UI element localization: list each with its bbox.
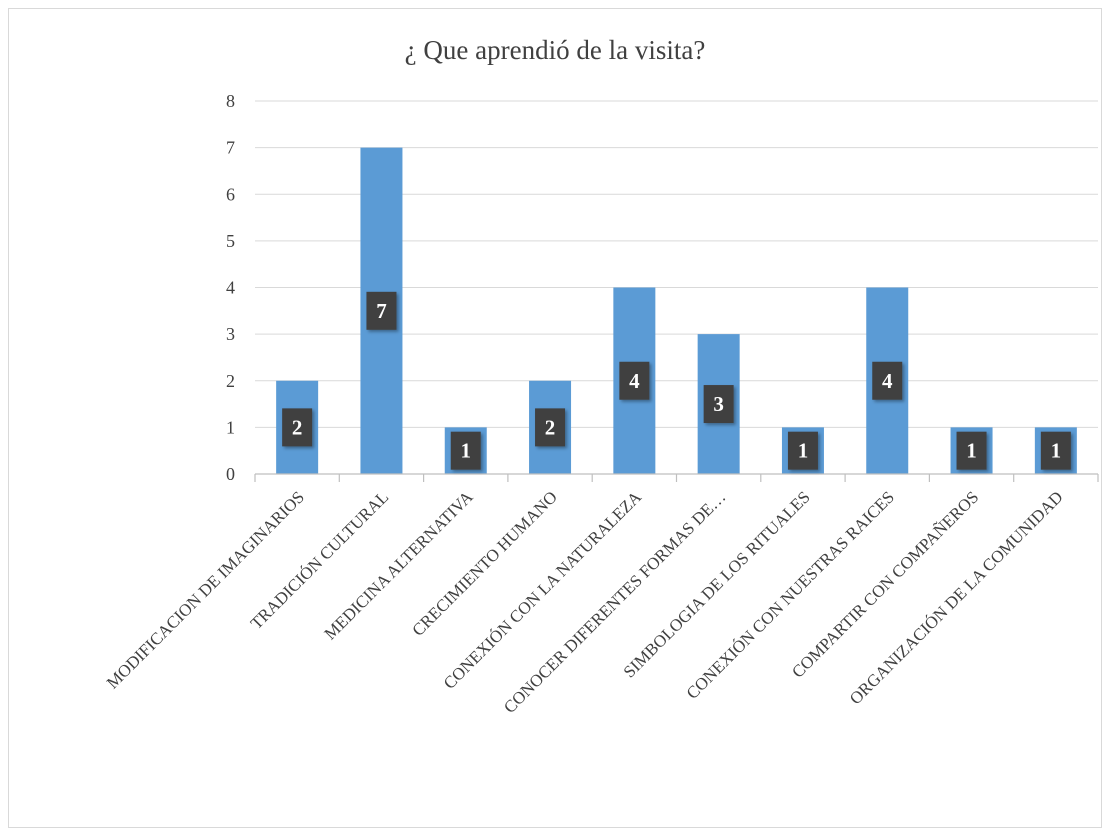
y-tick-label: 2 [226,371,235,391]
data-label-box [1040,431,1071,470]
data-label: 1 [798,439,809,463]
data-label: 7 [376,299,387,323]
y-tick-label: 6 [226,184,235,204]
category-label: CRECIMIENTO HUMANO [408,487,560,639]
y-tick-label: 5 [226,231,235,251]
category-label: COMPARTIR CON COMPAÑEROS [788,487,982,681]
data-label: 2 [292,415,303,439]
data-label-box [282,408,313,447]
data-label-box [956,431,987,470]
y-tick-label: 3 [226,324,235,344]
data-label-box [450,431,481,470]
x-axis [254,473,1099,482]
data-label-box [703,385,734,424]
y-tick-label: 8 [226,91,235,111]
data-label-box [535,408,566,447]
data-label: 1 [966,439,977,463]
y-tick-label: 4 [226,278,235,298]
chart-frame: ¿ Que aprendió de la visita? 0 1 2 3 4 5 6 7 8 2… [8,8,1102,828]
data-label-box [787,431,818,470]
data-label-box [366,291,397,330]
data-label: 4 [882,369,893,393]
data-label: 1 [461,439,472,463]
y-axis-ticks: 0 1 2 3 4 5 6 7 8 [226,91,235,484]
bar-chart: ¿ Que aprendió de la visita? 0 1 2 3 4 5 6 7 8 2… [103,35,1099,717]
category-label: SIMBOLOGIA DE LOS RITUALES [620,487,814,681]
data-label-box [872,361,903,400]
data-label: 4 [629,369,640,393]
data-label: 1 [1051,439,1062,463]
y-tick-label: 7 [226,138,235,158]
chart-title: ¿ Que aprendió de la visita? [405,35,706,65]
data-label: 3 [713,392,724,416]
data-label: 2 [545,415,556,439]
category-label: TRADICIÓN CULTURAL [247,487,393,633]
y-tick-label: 0 [226,464,235,484]
data-label-box [619,361,650,400]
category-label: MEDICINA ALTERNATIVA [321,487,478,644]
y-tick-label: 1 [226,417,235,437]
